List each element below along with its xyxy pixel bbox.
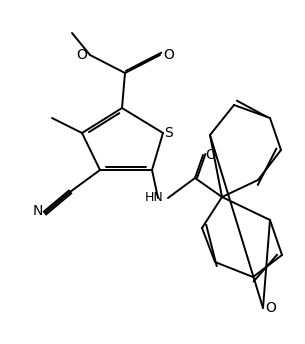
Text: O: O	[77, 48, 88, 62]
Text: O: O	[206, 148, 217, 162]
Text: HN: HN	[145, 191, 163, 204]
Text: N: N	[33, 204, 43, 218]
Text: O: O	[266, 301, 276, 315]
Text: S: S	[165, 126, 173, 140]
Text: O: O	[163, 48, 174, 62]
